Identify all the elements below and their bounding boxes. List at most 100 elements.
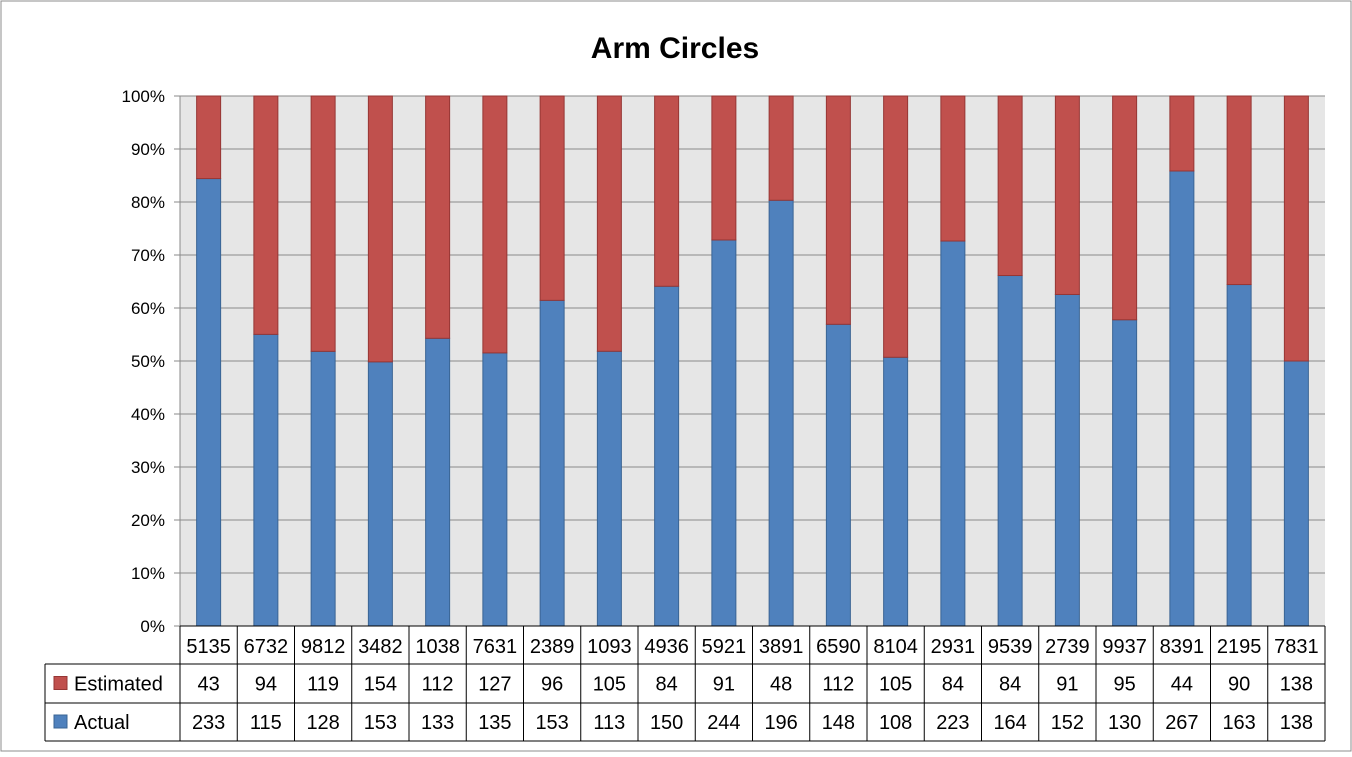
legend-swatch-estimated <box>53 676 68 690</box>
y-tick-label: 70% <box>131 246 165 265</box>
table-cell-estimated: 44 <box>1171 674 1193 696</box>
category-label: 2739 <box>1045 636 1090 658</box>
y-tick-label: 80% <box>131 193 165 212</box>
table-cell-estimated: 138 <box>1280 674 1313 696</box>
bar-estimated <box>1054 95 1080 295</box>
category-label: 7631 <box>473 636 518 658</box>
table-cell-actual: 133 <box>421 712 454 734</box>
bar-estimated <box>253 95 279 335</box>
bar-actual <box>1283 360 1309 627</box>
table-cell-estimated: 119 <box>307 674 339 696</box>
table-cell-actual: 152 <box>1051 712 1084 734</box>
bar-estimated <box>1112 95 1138 321</box>
legend-swatch-actual <box>53 714 68 729</box>
category-label: 5921 <box>702 636 747 658</box>
category-label: 9539 <box>988 636 1033 658</box>
table-cell-actual: 153 <box>364 712 397 734</box>
bar-actual <box>883 356 909 627</box>
table-cell-estimated: 105 <box>879 674 912 696</box>
bar-actual <box>940 240 966 627</box>
bar-estimated <box>997 95 1023 277</box>
table-cell-estimated: 91 <box>1056 674 1078 696</box>
bar-actual <box>539 299 565 627</box>
plot-area: 0% 10% 20% 30% 40% 50% 60% 70% 80% 90% 100% <box>122 87 1325 636</box>
category-label: 9937 <box>1102 636 1147 658</box>
bar-actual <box>711 239 737 627</box>
bar-actual <box>1169 170 1195 627</box>
category-label: 3891 <box>759 636 804 658</box>
y-tick-label: 60% <box>131 299 165 318</box>
bar-estimated <box>1283 95 1309 362</box>
bar-estimated <box>196 95 222 180</box>
table-cell-estimated: 90 <box>1228 674 1250 696</box>
table-cell-actual: 196 <box>764 712 797 734</box>
bar-estimated <box>883 95 909 358</box>
table-cell-estimated: 96 <box>541 674 563 696</box>
bar-actual <box>1054 293 1080 627</box>
category-label: 2195 <box>1217 636 1262 658</box>
table-cell-actual: 138 <box>1280 712 1313 734</box>
table-cell-estimated: 112 <box>822 674 854 696</box>
y-tick-label: 20% <box>131 511 165 530</box>
table-cell-estimated: 127 <box>478 674 511 696</box>
table-cell-estimated: 112 <box>422 674 454 696</box>
table-cell-actual: 233 <box>192 712 225 734</box>
table-cell-actual: 135 <box>478 712 511 734</box>
category-label: 4936 <box>644 636 689 658</box>
table-cell-actual: 223 <box>936 712 969 734</box>
bar-estimated <box>482 95 508 354</box>
table-cell-estimated: 154 <box>364 674 397 696</box>
bar-estimated <box>539 95 565 301</box>
y-tick-label: 0% <box>140 617 165 636</box>
table-cell-estimated: 84 <box>942 674 964 696</box>
category-label: 8104 <box>873 636 918 658</box>
y-tick-label: 40% <box>131 405 165 424</box>
table-cell-estimated: 95 <box>1114 674 1136 696</box>
category-label: 6732 <box>244 636 289 658</box>
table-cell-actual: 128 <box>306 712 339 734</box>
y-tick-label: 100% <box>122 87 165 106</box>
table-cell-estimated: 48 <box>770 674 792 696</box>
bar-estimated <box>654 95 680 287</box>
table-cell-actual: 108 <box>879 712 912 734</box>
data-table: 5135 6732 9812 3482 1038 7631 2389 1093 4936 5921… <box>44 625 1326 742</box>
chart-title: Arm Circles <box>591 32 759 65</box>
legend-label-actual: Actual <box>74 712 130 734</box>
bar-actual <box>482 352 508 627</box>
bar-estimated <box>940 95 966 242</box>
category-label: 6590 <box>816 636 861 658</box>
bar-estimated <box>310 95 336 352</box>
bar-estimated <box>768 95 794 201</box>
bar-actual <box>1226 284 1252 627</box>
bar-actual <box>596 350 622 627</box>
category-label: 9812 <box>301 636 346 658</box>
bar-actual <box>1112 319 1138 627</box>
bar-estimated <box>425 95 451 339</box>
bar-actual <box>825 323 851 627</box>
y-tick-label: 10% <box>131 564 165 583</box>
table-cell-actual: 148 <box>822 712 855 734</box>
table-cell-estimated: 84 <box>656 674 678 696</box>
category-label: 1038 <box>415 636 460 658</box>
bar-actual <box>367 361 393 627</box>
bar-estimated <box>825 95 851 325</box>
table-cell-actual: 164 <box>993 712 1026 734</box>
table-cell-actual: 153 <box>535 712 568 734</box>
bar-actual <box>196 178 222 627</box>
bar-estimated <box>1169 95 1195 172</box>
table-cell-estimated: 91 <box>713 674 735 696</box>
table-cell-actual: 115 <box>250 712 282 734</box>
table-cell-actual: 150 <box>650 712 683 734</box>
category-label: 3482 <box>358 636 403 658</box>
category-label: 5135 <box>186 636 231 658</box>
legend-label-estimated: Estimated <box>74 674 163 696</box>
category-label: 8391 <box>1160 636 1205 658</box>
table-cell-estimated: 94 <box>255 674 277 696</box>
bar-actual <box>425 337 451 627</box>
bar-estimated <box>1226 95 1252 286</box>
bar-estimated <box>711 95 737 241</box>
bar-actual <box>654 285 680 627</box>
table-cell-estimated: 43 <box>198 674 220 696</box>
